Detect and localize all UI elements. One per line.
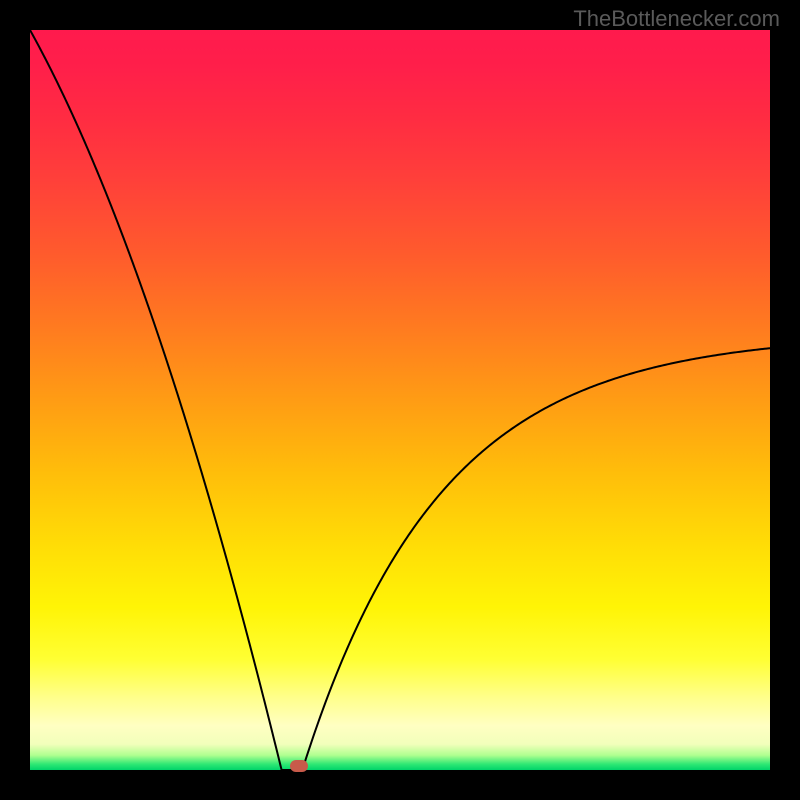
chart-container: TheBottlenecker.com bbox=[0, 0, 800, 800]
optimum-marker bbox=[290, 760, 308, 772]
watermark-text: TheBottlenecker.com bbox=[573, 6, 780, 32]
gradient-plot-area bbox=[30, 30, 770, 770]
